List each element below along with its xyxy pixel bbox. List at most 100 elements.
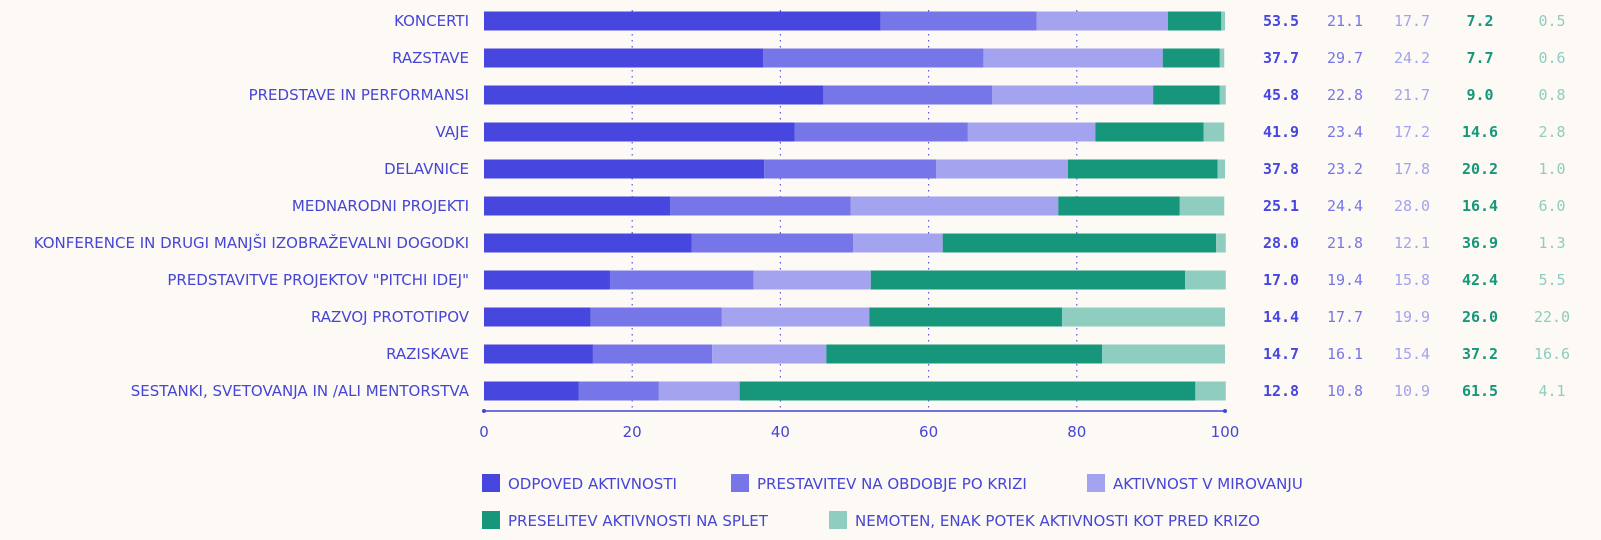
data-label: 21.7 — [1394, 86, 1430, 104]
data-label: 0.5 — [1538, 12, 1565, 30]
category-label: RAZISKAVE — [386, 345, 469, 363]
data-label: 1.3 — [1538, 234, 1565, 252]
bar-segment — [794, 122, 968, 142]
data-label: 10.9 — [1394, 382, 1430, 400]
bar-segment — [658, 381, 740, 401]
data-label: 0.8 — [1538, 86, 1565, 104]
bar-segment — [609, 270, 754, 290]
data-label: 42.4 — [1462, 271, 1498, 289]
category-label: RAZSTAVE — [392, 49, 469, 67]
data-label: 14.6 — [1462, 123, 1498, 141]
bar-segment — [669, 196, 851, 216]
bar-segment — [1101, 344, 1225, 364]
bar-segment — [484, 381, 579, 401]
data-label: 16.6 — [1534, 345, 1570, 363]
data-label: 61.5 — [1462, 382, 1498, 400]
x-tick-label: 0 — [479, 423, 489, 441]
data-label: 37.8 — [1263, 160, 1299, 178]
bar-segment — [484, 307, 591, 327]
bar-segment — [592, 344, 713, 364]
legend-label: ODPOVED AKTIVNOSTI — [508, 475, 677, 493]
bar-segment — [753, 270, 871, 290]
x-tick-label: 100 — [1211, 423, 1240, 441]
legend-swatch — [482, 474, 500, 492]
bar-segment — [983, 48, 1163, 68]
legend-swatch — [829, 511, 847, 529]
bar-segment — [1217, 159, 1225, 179]
data-label: 14.4 — [1263, 308, 1299, 326]
bar-segment — [691, 233, 854, 253]
bar-segment — [1219, 48, 1225, 68]
bar-segment — [721, 307, 870, 327]
bar-segment — [1036, 11, 1168, 31]
x-axis-end-dot — [1223, 409, 1227, 413]
bar-segment — [853, 233, 943, 253]
data-label: 17.7 — [1327, 308, 1363, 326]
data-label: 17.0 — [1263, 271, 1299, 289]
bar-segment — [869, 307, 1062, 327]
data-label: 22.8 — [1327, 86, 1363, 104]
category-label: SESTANKI, SVETOVANJA IN /ALI MENTORSTVA — [131, 382, 470, 400]
data-label: 9.0 — [1466, 86, 1493, 104]
data-label: 23.4 — [1327, 123, 1363, 141]
data-label: 45.8 — [1263, 86, 1299, 104]
data-label: 5.5 — [1538, 271, 1565, 289]
x-tick-label: 40 — [771, 423, 790, 441]
bar-segment — [578, 381, 659, 401]
data-label: 7.2 — [1466, 12, 1493, 30]
bar-segment — [484, 85, 824, 105]
x-tick-label: 60 — [919, 423, 938, 441]
data-label: 7.7 — [1466, 49, 1493, 67]
bar-segment — [1195, 381, 1226, 401]
data-label: 17.2 — [1394, 123, 1430, 141]
legend-label: NEMOTEN, ENAK POTEK AKTIVNOSTI KOT PRED … — [855, 512, 1260, 530]
legend-swatch — [1087, 474, 1105, 492]
legend-label: AKTIVNOST V MIROVANJU — [1113, 475, 1303, 493]
bar-segment — [1162, 48, 1220, 68]
data-label: 19.4 — [1327, 271, 1363, 289]
data-label: 37.2 — [1462, 345, 1498, 363]
bar-segment — [880, 11, 1037, 31]
category-label: VAJE — [436, 123, 469, 141]
data-label: 23.2 — [1327, 160, 1363, 178]
bar-segment — [1203, 122, 1225, 142]
bar-segment — [826, 344, 1102, 364]
bar-segment — [763, 48, 984, 68]
data-label: 22.0 — [1534, 308, 1570, 326]
data-label: 37.7 — [1263, 49, 1299, 67]
bar-segment — [484, 48, 764, 68]
data-label: 29.7 — [1327, 49, 1363, 67]
data-label: 15.4 — [1394, 345, 1430, 363]
data-label: 17.7 — [1394, 12, 1430, 30]
x-axis-start-dot — [482, 409, 486, 413]
bar-segment — [1179, 196, 1225, 216]
bar-segment — [936, 159, 1068, 179]
bar-segment — [484, 233, 692, 253]
legend-label: PRESTAVITEV NA OBDOBJE PO KRIZI — [757, 475, 1027, 493]
data-label: 10.8 — [1327, 382, 1363, 400]
legend-swatch — [731, 474, 749, 492]
bar-segment — [1167, 11, 1222, 31]
bar-segment — [823, 85, 993, 105]
bar-segment — [484, 196, 670, 216]
bar-segment — [484, 11, 881, 31]
category-label: RAZVOJ PROTOTIPOV — [311, 308, 470, 326]
category-label: PREDSTAVE IN PERFORMANSI — [249, 86, 469, 104]
data-label: 16.1 — [1327, 345, 1363, 363]
bar-segment — [1067, 159, 1218, 179]
bar-segment — [1061, 307, 1225, 327]
category-label: PREDSTAVITVE PROJEKTOV "PITCHI IDEJ" — [167, 271, 469, 289]
data-label: 28.0 — [1263, 234, 1299, 252]
data-label: 16.4 — [1462, 197, 1498, 215]
data-label: 24.2 — [1394, 49, 1430, 67]
bar-segment — [967, 122, 1096, 142]
data-label: 4.1 — [1538, 382, 1565, 400]
data-label: 1.0 — [1538, 160, 1565, 178]
bar-segment — [484, 344, 593, 364]
bar-segment — [712, 344, 827, 364]
data-label: 28.0 — [1394, 197, 1430, 215]
bar-segment — [590, 307, 722, 327]
category-label: KONFERENCE IN DRUGI MANJŠI IZOBRAŽEVALNI… — [34, 233, 469, 252]
